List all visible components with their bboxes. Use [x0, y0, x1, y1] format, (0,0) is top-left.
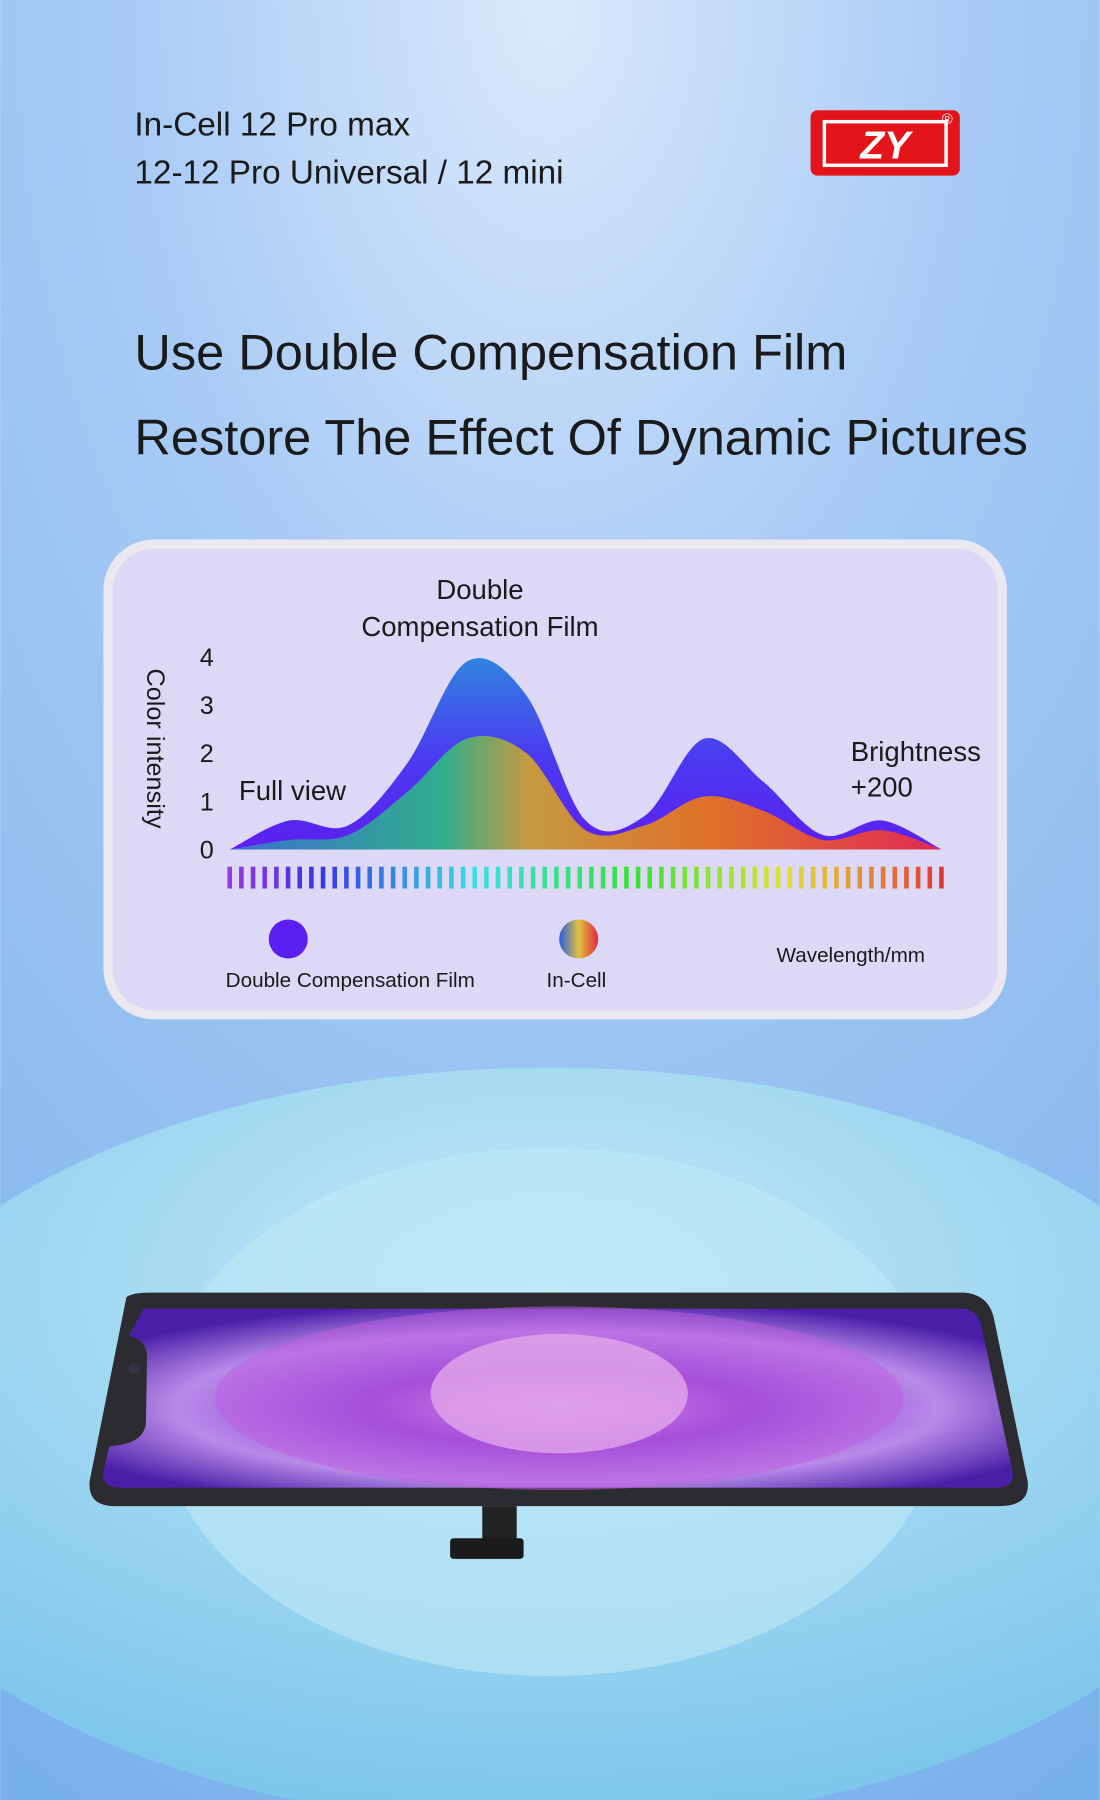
y-tick-label: 4 [200, 644, 214, 672]
header-line: In-Cell 12 Pro max [134, 106, 410, 143]
area [229, 735, 942, 850]
legend-swatch [559, 919, 599, 959]
camera [128, 1362, 141, 1375]
logo-mark: ® [942, 111, 953, 128]
header-line: 12-12 Pro Universal / 12 mini [134, 155, 563, 192]
legend-label: In-Cell [547, 969, 607, 992]
legend-swatch [268, 919, 308, 959]
phone [89, 1292, 1028, 1559]
headline: Use Double Compensation Film [134, 324, 847, 381]
connector [450, 1538, 524, 1559]
y-tick-label: 2 [200, 740, 214, 768]
flex-cable [482, 1506, 517, 1541]
annotation: Full view [239, 775, 346, 806]
legend-label: Double Compensation Film [226, 969, 475, 992]
y-tick-label: 0 [200, 837, 214, 865]
annotation: +200 [851, 772, 913, 803]
y-tick-label: 3 [200, 692, 214, 720]
y-tick-label: 1 [200, 788, 214, 816]
headline: Restore The Effect Of Dynamic Pictures [134, 409, 1027, 466]
chart: Color intensity Wavelength/mm Double Com… [141, 574, 981, 992]
annotation: Brightness [851, 736, 981, 767]
annotation: Compensation Film [361, 611, 598, 642]
y-axis-label: Color intensity [141, 668, 169, 828]
logo-frame [822, 119, 948, 168]
x-axis-label: Wavelength/mm [777, 944, 925, 967]
annotation: Double [436, 574, 523, 605]
logo-box [810, 110, 960, 176]
wallpaper-ring [430, 1333, 688, 1454]
logo: ZY [859, 124, 913, 167]
